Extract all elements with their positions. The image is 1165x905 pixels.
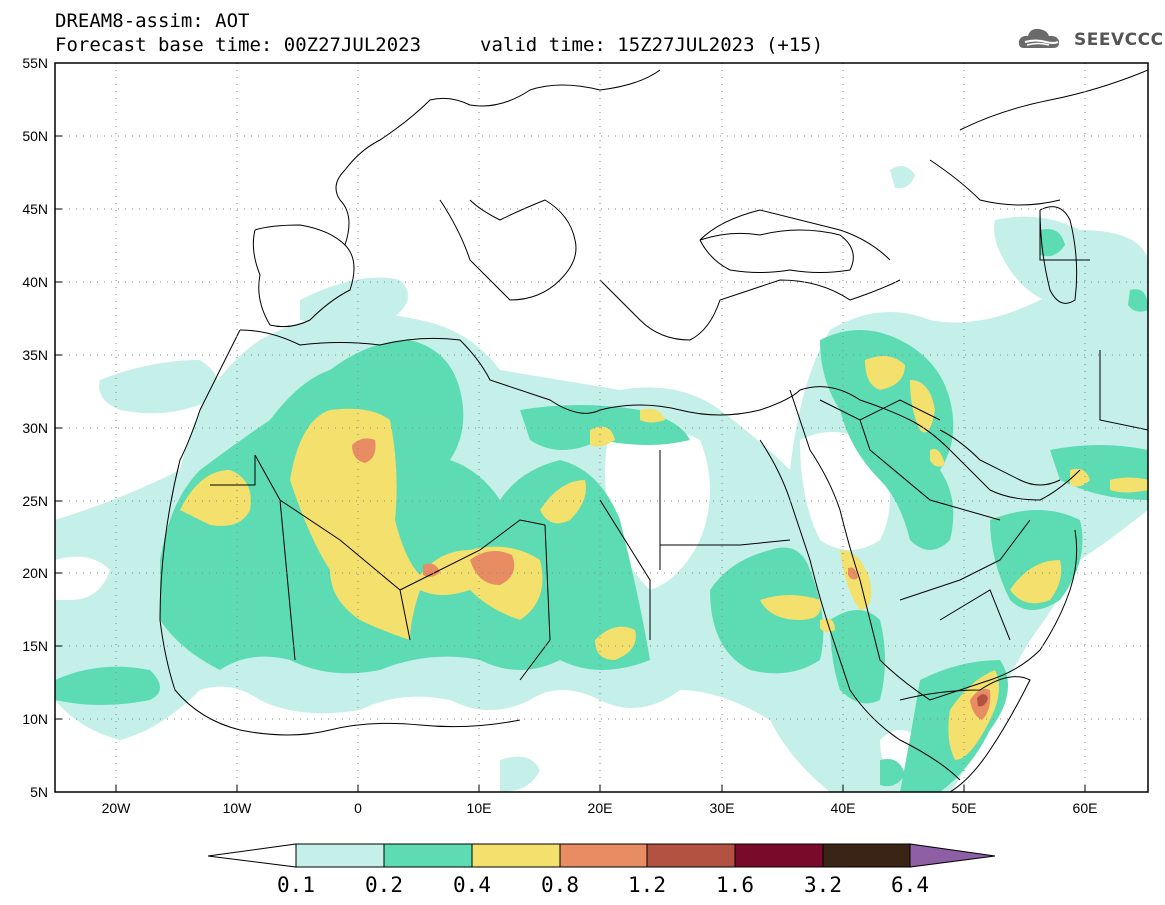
lon-label: 10W <box>222 800 252 816</box>
lat-label: 55N <box>22 55 48 71</box>
colorbar-label: 0.1 <box>277 873 315 897</box>
map-title: DREAM8-assim: AOT <box>55 10 250 32</box>
colorbar-over-triangle <box>909 843 996 868</box>
lat-label: 15N <box>22 638 48 654</box>
colorbar-label: 6.4 <box>891 873 929 897</box>
lon-label: 20E <box>587 800 613 816</box>
colorbar-swatch-6 <box>822 843 911 868</box>
lon-label: 50E <box>951 800 977 816</box>
lon-label: 40E <box>830 800 856 816</box>
lon-label: 60E <box>1072 800 1098 816</box>
lon-label: 10E <box>466 800 492 816</box>
colorbar-label: 1.2 <box>628 873 666 897</box>
logo-text: SEEVCCC <box>1074 30 1164 50</box>
colorbar-swatch-2 <box>471 843 561 868</box>
lat-label: 50N <box>22 128 48 144</box>
lon-label: 30E <box>709 800 735 816</box>
forecast-base-time: Forecast base time: 00Z27JUL2023 <box>55 34 422 56</box>
lat-label: 10N <box>22 711 48 727</box>
aot-field <box>55 166 1148 792</box>
lat-label: 35N <box>22 347 48 363</box>
colorbar-label: 3.2 <box>804 873 842 897</box>
colorbar-label: 0.8 <box>541 873 579 897</box>
coastlines <box>159 69 1148 792</box>
lat-label: 45N <box>22 201 48 217</box>
cloud-logo-icon <box>1018 28 1060 48</box>
lon-label: 20W <box>101 800 131 816</box>
colorbar-label: 0.2 <box>365 873 403 897</box>
colorbar-swatch-1 <box>383 843 473 868</box>
lat-label: 25N <box>22 493 48 509</box>
colorbar <box>207 843 996 868</box>
colorbar-under-triangle <box>207 843 297 868</box>
lat-label: 20N <box>22 565 48 581</box>
lat-label: 5N <box>30 784 48 800</box>
lat-label: 40N <box>22 274 48 290</box>
colorbar-swatch-0 <box>295 843 385 868</box>
colorbar-swatch-5 <box>734 843 824 868</box>
graticule <box>55 63 1148 792</box>
colorbar-swatch-3 <box>559 843 648 868</box>
tick-marks <box>55 135 1086 792</box>
colorbar-swatch-4 <box>646 843 736 868</box>
aot-level-1.2 <box>977 694 988 707</box>
colorbar-label: 0.4 <box>453 873 491 897</box>
lon-label: 0 <box>354 800 362 816</box>
colorbar-label: 1.6 <box>716 873 754 897</box>
aot-level-0.4 <box>180 356 1148 760</box>
valid-time: valid time: 15Z27JUL2023 (+15) <box>480 34 824 56</box>
lat-label: 30N <box>22 420 48 436</box>
